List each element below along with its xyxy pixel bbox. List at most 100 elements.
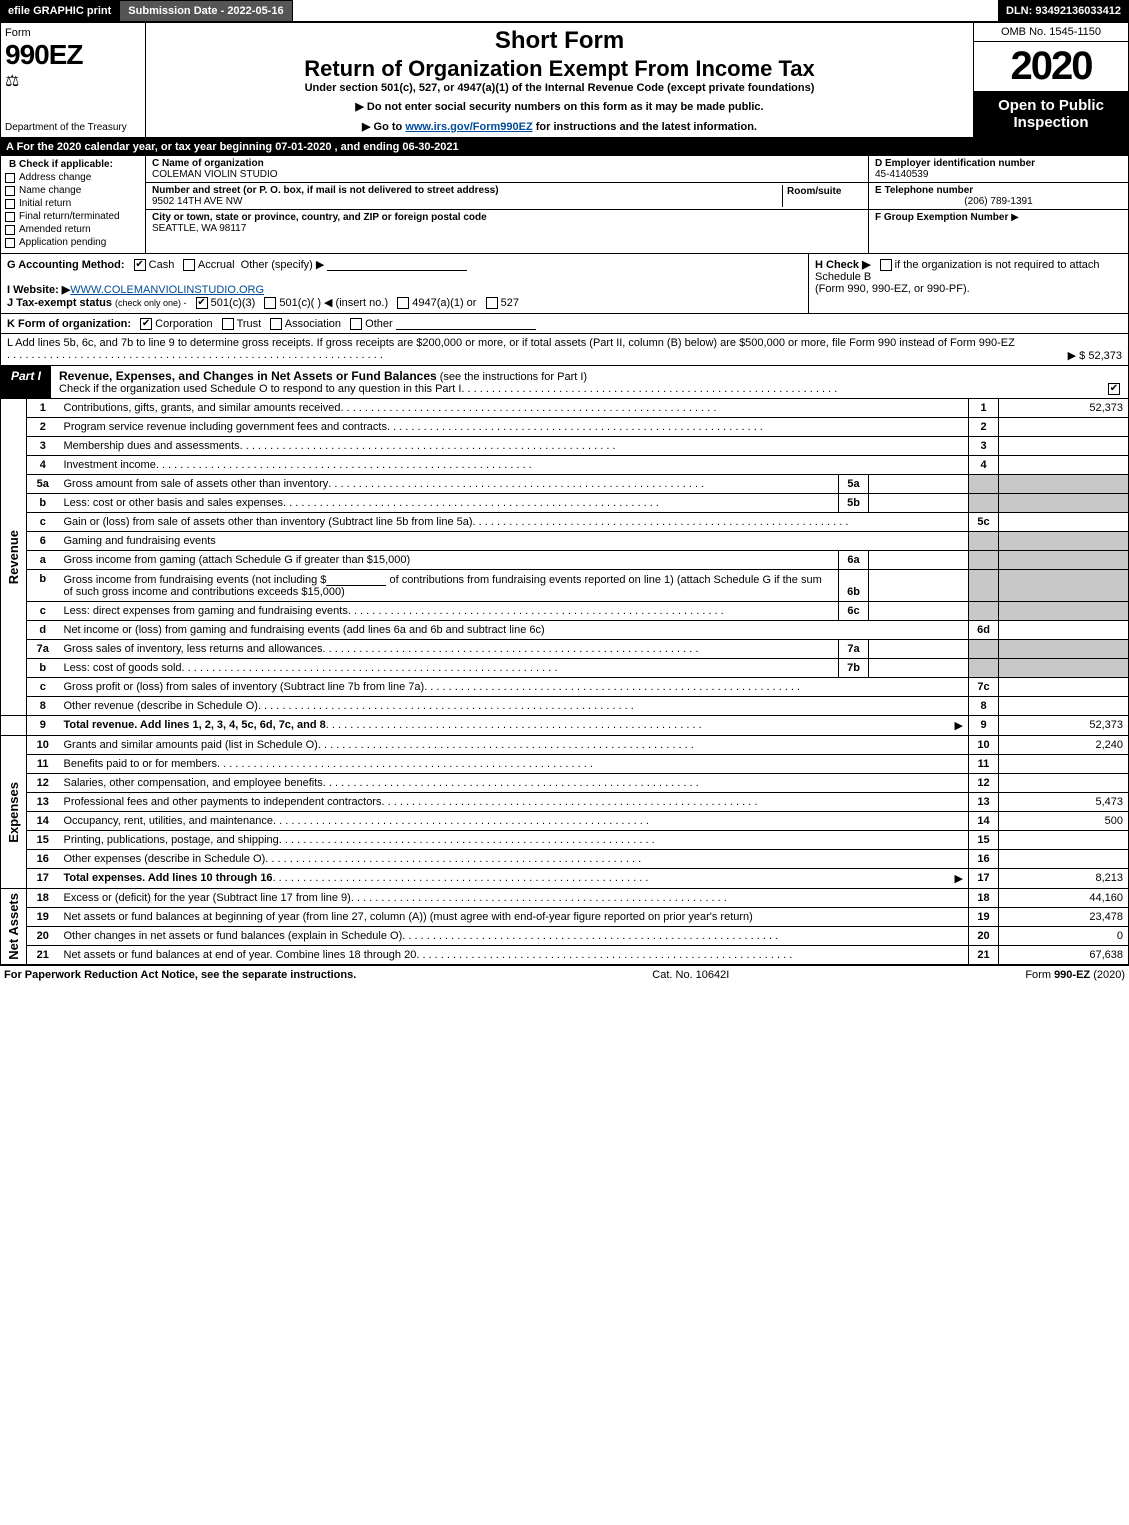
527-checkbox[interactable] [486,297,498,309]
phone-label: E Telephone number [875,185,1122,196]
line-num: 10 [27,736,59,755]
checkbox-label: Initial return [19,198,71,209]
amt-cell [999,418,1129,437]
form-header: Form 990EZ ⚖ Department of the Treasury … [0,22,1129,138]
goto-notice: ▶ Go to www.irs.gov/Form990EZ for instru… [154,120,965,133]
inner-num: 5b [839,494,869,513]
inner-val [869,551,969,570]
ref-num: 4 [969,456,999,475]
line-desc: Investment income [59,456,969,475]
addr-label: Number and street (or P. O. box, if mail… [152,185,782,196]
checkbox[interactable] [5,186,15,196]
efile-print-button[interactable]: efile GRAPHIC print [0,0,119,22]
line-desc: Membership dues and assessments [59,437,969,456]
part1-dots [461,383,1102,395]
ref-num: 16 [969,850,999,869]
other-org-input[interactable] [396,317,536,330]
ref-num: 2 [969,418,999,437]
line-desc: Other expenses (describe in Schedule O) [59,850,969,869]
ref-shaded [969,532,999,551]
line-num: 21 [27,946,59,965]
ref-shaded [969,570,999,602]
schedule-o-checkbox[interactable] [1108,383,1120,395]
accrual-checkbox[interactable] [183,259,195,271]
checkbox[interactable] [5,212,15,222]
form-number: 990EZ [5,39,141,71]
other-org-checkbox[interactable] [350,318,362,330]
ref-num: 13 [969,793,999,812]
amt-cell [999,697,1129,716]
corp-checkbox[interactable] [140,318,152,330]
checkbox[interactable] [5,199,15,209]
ref-shaded [969,494,999,513]
amt-cell: 8,213 [999,869,1129,889]
checkbox-label: Name change [19,185,81,196]
4947-label: 4947(a)(1) or [412,297,476,309]
ref-num: 9 [969,716,999,736]
ein-value: 45-4140539 [875,169,1122,180]
amt-cell: 67,638 [999,946,1129,965]
ref-num: 10 [969,736,999,755]
section-g: G Accounting Method: Cash Accrual Other … [1,254,808,313]
inner-val [869,659,969,678]
trust-checkbox[interactable] [222,318,234,330]
501c-checkbox[interactable] [264,297,276,309]
amt-cell [999,774,1129,793]
amt-shaded [999,640,1129,659]
part1-check-text: Check if the organization used Schedule … [59,383,461,395]
line-desc: Grants and similar amounts paid (list in… [59,736,969,755]
omb-number: OMB No. 1545-1150 [974,23,1128,42]
amt-shaded [999,551,1129,570]
line-num: b [27,570,59,602]
ref-num: 3 [969,437,999,456]
irs-link[interactable]: www.irs.gov/Form990EZ [405,121,532,133]
form-org-label: K Form of organization: [7,318,131,330]
line-desc: Other changes in net assets or fund bala… [59,927,969,946]
checkbox[interactable] [5,238,15,248]
revenue-side-label: Revenue [1,399,27,716]
amt-shaded [999,659,1129,678]
tax-exempt-label: J Tax-exempt status [7,297,112,309]
section-b-item: Amended return [5,224,141,235]
ref-num: 19 [969,908,999,927]
cash-checkbox[interactable] [134,259,146,271]
section-b: B Check if applicable: Address changeNam… [1,156,146,253]
fundraising-amt-input[interactable] [326,573,386,586]
other-method-input[interactable] [327,258,467,271]
schedule-b-checkbox[interactable] [880,259,892,271]
amt-cell: 23,478 [999,908,1129,927]
line-num: 13 [27,793,59,812]
ref-shaded [969,640,999,659]
line-num: 15 [27,831,59,850]
open-to-public: Open to Public Inspection [974,91,1128,137]
section-l-amt: ▶ $ 52,373 [1068,349,1122,362]
line-desc: Excess or (deficit) for the year (Subtra… [59,889,969,908]
h-text3: (Form 990, 990-EZ, or 990-PF). [815,283,970,295]
line-num: c [27,513,59,532]
group-exempt-arrow: ▶ [1011,212,1019,223]
amt-shaded [999,475,1129,494]
topbar: efile GRAPHIC print Submission Date - 20… [0,0,1129,22]
website-link[interactable]: WWW.COLEMANVIOLINSTUDIO.ORG [70,284,264,296]
amt-cell [999,437,1129,456]
line-desc: Gross sales of inventory, less returns a… [59,640,839,659]
line-num: c [27,678,59,697]
amt-shaded [999,570,1129,602]
checkbox[interactable] [5,173,15,183]
amt-shaded [999,602,1129,621]
section-c: C Name of organization COLEMAN VIOLIN ST… [146,156,868,253]
ref-shaded [969,551,999,570]
amt-cell [999,621,1129,640]
assoc-checkbox[interactable] [270,318,282,330]
line-num: 20 [27,927,59,946]
line-num: 18 [27,889,59,908]
line-num: c [27,602,59,621]
501c3-checkbox[interactable] [196,297,208,309]
checkbox[interactable] [5,225,15,235]
4947-checkbox[interactable] [397,297,409,309]
line-num: 14 [27,812,59,831]
short-form-title: Short Form [154,27,965,55]
ein-label: D Employer identification number [875,158,1122,169]
ref-shaded [969,659,999,678]
cash-label: Cash [149,259,175,271]
